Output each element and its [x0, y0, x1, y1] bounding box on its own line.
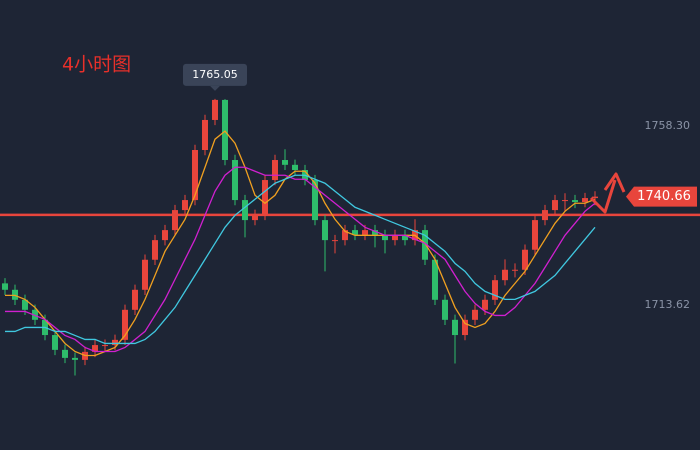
candle-body: [542, 210, 548, 221]
moving-average: [5, 174, 596, 345]
price-tag: [626, 186, 697, 207]
candle-body: [592, 196, 598, 199]
candle-body: [392, 234, 398, 241]
candle-body: [492, 280, 498, 300]
candle-body: [112, 339, 118, 346]
candle-body: [72, 357, 78, 360]
candle-body: [242, 200, 248, 221]
candle-body: [312, 180, 318, 221]
candle-body: [52, 335, 58, 350]
y-tick-label: 1713.62: [645, 298, 691, 311]
candle-body: [212, 99, 218, 120]
hand-arrow: [589, 179, 617, 214]
candle-body: [442, 299, 448, 320]
candle-body: [272, 160, 278, 181]
candle-body: [252, 214, 258, 221]
candle-body: [502, 269, 508, 281]
candle-body: [532, 220, 538, 250]
candle-body: [462, 319, 468, 336]
candle-body: [152, 240, 158, 260]
candle-body: [322, 220, 328, 241]
candle-body: [552, 200, 558, 211]
candle-body: [142, 259, 148, 290]
candle-body: [172, 210, 178, 231]
candle-body: [132, 289, 138, 310]
candle-body: [362, 230, 368, 235]
peak-callout-box: [183, 63, 247, 86]
candle-body: [472, 309, 478, 320]
candle-body: [522, 249, 528, 270]
candle-body: [292, 164, 298, 171]
hand-arrow-head: [603, 172, 626, 193]
candle-body: [482, 299, 488, 310]
candle-body: [422, 230, 428, 260]
chart-title: 4小时图: [62, 54, 131, 76]
candle-body: [102, 345, 108, 347]
candle-body: [262, 180, 268, 215]
candle-body: [342, 230, 348, 241]
candle-body: [382, 234, 388, 241]
peak-label: 1765.05: [192, 68, 238, 81]
candle-body: [122, 309, 128, 340]
candle-body: [192, 150, 198, 201]
candle-body: [352, 230, 358, 235]
peak-callout-pointer: [210, 85, 220, 91]
candle-body: [432, 259, 438, 300]
candle-body: [162, 230, 168, 241]
candle-body: [582, 198, 588, 203]
candle-body: [452, 319, 458, 336]
candle-body: [62, 349, 68, 358]
candle-body: [402, 234, 408, 241]
candle-body: [22, 299, 28, 310]
candle-body: [562, 200, 568, 202]
price-tag-label: 1740.66: [637, 189, 691, 204]
candle-body: [182, 200, 188, 211]
candle-body: [202, 119, 208, 150]
moving-average: [5, 130, 596, 357]
candle-body: [372, 230, 378, 235]
candle-body: [572, 200, 578, 203]
candle-body: [92, 345, 98, 352]
candle-body: [2, 283, 8, 290]
plot-area: 1758.30 1713.62 1765.05 1740.66: [0, 63, 700, 376]
candle-body: [332, 240, 338, 242]
y-tick-label: 1758.30: [645, 119, 691, 132]
moving-average: [5, 166, 596, 353]
candle-body: [512, 269, 518, 271]
candle-body: [232, 160, 238, 201]
candle-body: [282, 160, 288, 165]
candle-body: [222, 99, 228, 161]
